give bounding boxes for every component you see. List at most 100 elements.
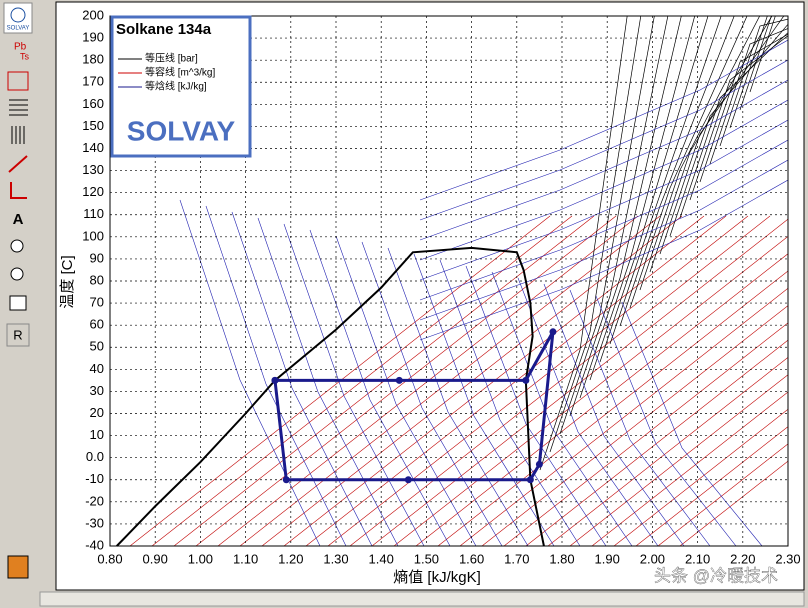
y-tick-label: 190 xyxy=(82,30,104,45)
x-tick-label: 2.00 xyxy=(640,551,665,566)
y-tick-label: 40 xyxy=(90,361,104,376)
x-tick-label: 2.20 xyxy=(730,551,755,566)
tool-diag[interactable] xyxy=(8,155,28,173)
tool-lines-h[interactable] xyxy=(9,99,28,116)
isoline xyxy=(179,199,321,546)
x-tick-label: 1.30 xyxy=(323,551,348,566)
isoline xyxy=(729,16,768,129)
y-tick-label: 30 xyxy=(90,383,104,398)
y-tick-label: 120 xyxy=(82,184,104,199)
chart-title: Solkane 134a xyxy=(116,21,212,38)
watermark: 头条 @冷暖技术 xyxy=(654,566,778,585)
isoline xyxy=(629,16,748,309)
x-axis-label: 熵值 [kJ/kgK] xyxy=(393,569,481,586)
isoline xyxy=(419,59,788,221)
isoline xyxy=(679,32,788,219)
isoline xyxy=(657,443,788,546)
isoline xyxy=(543,283,685,546)
tool-button[interactable] xyxy=(7,71,29,91)
isoline xyxy=(569,374,788,546)
x-tick-label: 1.10 xyxy=(233,551,258,566)
isoline xyxy=(613,408,788,546)
isoline xyxy=(739,16,772,111)
series-line xyxy=(116,246,545,547)
print-button[interactable] xyxy=(9,295,27,311)
isoline xyxy=(439,259,581,546)
isoline xyxy=(547,357,788,546)
isoline xyxy=(361,241,503,546)
zoom-in[interactable] xyxy=(10,239,24,253)
x-tick-label: 1.90 xyxy=(595,551,620,566)
y-tick-label: -20 xyxy=(85,493,104,508)
legend-label: 等压线 [bar] xyxy=(145,52,198,65)
isoline xyxy=(549,16,642,453)
cycle-point xyxy=(526,476,534,484)
isoline xyxy=(437,270,788,546)
cycle-point xyxy=(535,460,543,468)
isoline xyxy=(419,119,788,281)
isoline xyxy=(595,295,737,546)
isoline xyxy=(419,99,788,261)
isoline xyxy=(413,253,555,546)
cycle-point xyxy=(282,476,290,484)
text-tool[interactable]: A xyxy=(13,211,24,228)
y-tick-label: 200 xyxy=(82,7,104,22)
isoline xyxy=(517,277,659,546)
plot: 0.80 0.90 1.00 1.10 1.20 1.30 1.40 1.50 1.60 1.70… xyxy=(82,7,800,566)
isoline xyxy=(569,16,669,417)
tool-axis[interactable] xyxy=(10,182,27,199)
reset-text: R xyxy=(13,327,22,342)
isoline xyxy=(419,159,788,321)
isoline xyxy=(599,16,709,363)
y-tick-label: 10 xyxy=(90,427,104,442)
cycle-point xyxy=(522,376,530,384)
y-tick-label: 70 xyxy=(90,295,104,310)
isoline xyxy=(283,223,425,546)
zoom-out[interactable] xyxy=(10,267,24,281)
y-tick-label: -10 xyxy=(85,471,104,486)
legend-label: 等焓线 [kJ/kg] xyxy=(145,80,207,93)
x-tick-label: 1.80 xyxy=(549,551,574,566)
y-tick-label: -40 xyxy=(85,537,104,552)
isoline xyxy=(465,265,607,546)
isoline xyxy=(387,247,529,546)
isoline xyxy=(689,35,788,201)
x-tick-label: 1.60 xyxy=(459,551,484,566)
legend: Solkane 134a 等压线 [bar] 等容线 [m^3/kg] 等焓线 … xyxy=(110,15,252,158)
isoline xyxy=(719,18,788,147)
y-tick-label: 150 xyxy=(82,118,104,133)
isoline xyxy=(619,16,735,327)
y-tick-label: 90 xyxy=(90,250,104,265)
cycle-point xyxy=(404,476,412,484)
isoline xyxy=(659,16,785,255)
reset-button[interactable] xyxy=(6,323,30,347)
y-tick-label: 80 xyxy=(90,272,104,287)
tool-lines-v[interactable] xyxy=(11,126,25,144)
scrollbar[interactable] xyxy=(39,591,805,607)
x-tick-label: 2.30 xyxy=(775,551,800,566)
y-axis-label: 温度 [C] xyxy=(59,255,76,308)
isoline xyxy=(231,211,373,546)
cycle-point xyxy=(271,376,279,384)
isoline xyxy=(709,28,788,165)
ts-text: Ts xyxy=(20,51,30,61)
logo-text: SOLVAY xyxy=(7,26,30,32)
isoline xyxy=(679,460,788,546)
exit-button[interactable] xyxy=(7,555,29,579)
brand-text: SOLVAY xyxy=(127,115,236,146)
toolbar: SOLVAY Pb Ts A R xyxy=(3,2,33,579)
y-tick-label: 160 xyxy=(82,96,104,111)
y-tick-label: 170 xyxy=(82,74,104,89)
cycle-point xyxy=(395,376,403,384)
isoline xyxy=(415,253,788,546)
x-tick-label: 0.80 xyxy=(97,551,122,566)
x-tick-label: 1.70 xyxy=(504,551,529,566)
isoline xyxy=(525,339,788,546)
isoline xyxy=(559,16,655,435)
x-tick-label: 2.10 xyxy=(685,551,710,566)
y-tick-label: 180 xyxy=(82,52,104,67)
isoline xyxy=(503,322,788,546)
pbts-button[interactable] xyxy=(6,40,30,64)
y-tick-label: 140 xyxy=(82,140,104,155)
